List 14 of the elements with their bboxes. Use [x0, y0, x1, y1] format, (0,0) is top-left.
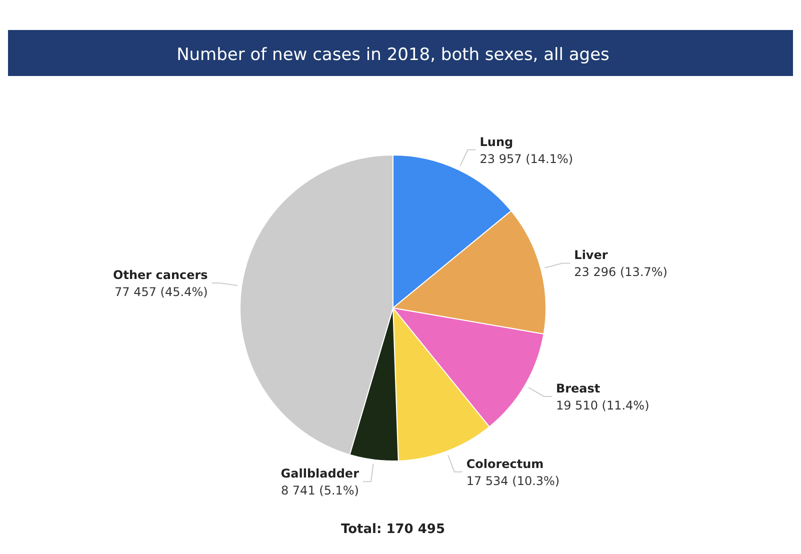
slice-label: Colorectum: [466, 456, 544, 471]
data-label: 8 741 (5.1%): [280, 484, 359, 498]
slice-label: Other cancers: [113, 268, 208, 282]
text: Total: 170 495: [340, 522, 446, 537]
data-label: 77 457 (45.4%): [114, 284, 208, 299]
data-label: 17 534 (10.3%): [466, 474, 560, 488]
slice-label: Lung: [480, 134, 514, 149]
data-label: 23 957 (14.1%): [480, 152, 574, 166]
slice-label: Liver: [574, 248, 608, 262]
data-label: 23 296 (13.7%): [574, 265, 668, 280]
data-label: 19 510 (11.4%): [556, 398, 650, 412]
slice-label: Gallbladder: [280, 466, 360, 481]
slice-label: Breast: [556, 381, 600, 396]
chart-title: Number of new cases in 2018, both sexes, all ages: [176, 45, 610, 65]
